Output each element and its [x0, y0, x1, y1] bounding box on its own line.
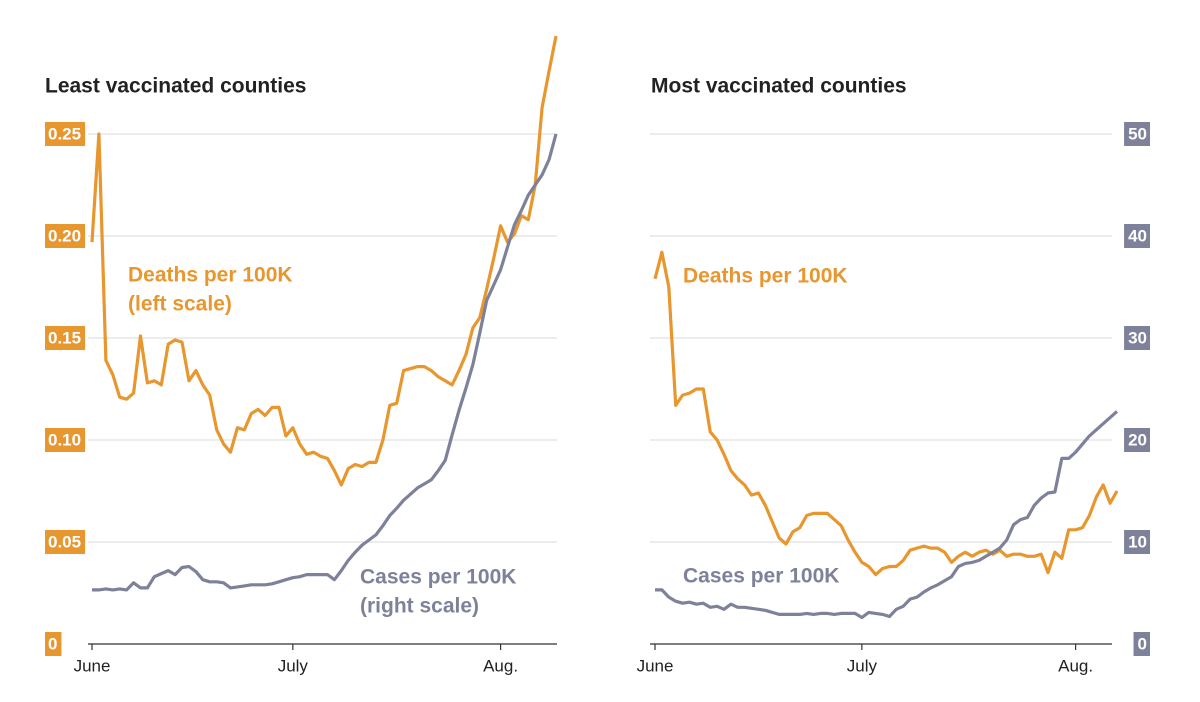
x-tick-label: June — [637, 656, 674, 675]
y-tick: 0.25 — [45, 122, 86, 146]
series-label: Cases per 100K — [683, 565, 839, 588]
series-note: (left scale) — [128, 293, 232, 316]
series-label: Cases per 100K — [360, 566, 516, 589]
y-tick-label: 0 — [1138, 634, 1147, 653]
tick-box — [45, 224, 86, 248]
tick-box — [1124, 122, 1150, 146]
series-line — [655, 410, 1119, 620]
y-tick: 40 — [1124, 224, 1150, 248]
y-tick-label: 0 — [48, 634, 57, 653]
y-tick-label: 0.20 — [48, 226, 81, 245]
y-tick-label: 20 — [1128, 430, 1147, 449]
y-tick-label: 0.05 — [48, 532, 81, 551]
x-tick-label: Aug. — [1058, 656, 1093, 675]
y-tick-label: 0.10 — [48, 430, 81, 449]
y-tick-label: 0.25 — [48, 124, 81, 143]
y-tick: 0.20 — [45, 224, 86, 248]
x-tick-label: July — [278, 656, 309, 675]
tick-box — [45, 122, 86, 146]
x-tick-label: Aug. — [483, 656, 518, 675]
y-tick: 0.05 — [45, 530, 86, 554]
panel-title: Least vaccinated counties — [45, 75, 306, 98]
tick-box — [1124, 326, 1150, 350]
tick-box — [1124, 530, 1150, 554]
tick-box — [45, 530, 86, 554]
y-tick: 0 — [1133, 632, 1150, 656]
y-tick: 50 — [1124, 122, 1150, 146]
x-tick-label: July — [847, 656, 878, 675]
y-tick: 30 — [1124, 326, 1150, 350]
tick-box — [45, 632, 62, 656]
panel-title: Most vaccinated counties — [651, 75, 907, 98]
series-label: Deaths per 100K — [128, 264, 293, 287]
y-tick-label: 30 — [1128, 328, 1147, 347]
y-tick: 20 — [1124, 428, 1150, 452]
series-line — [653, 250, 1119, 577]
series-label: Deaths per 100K — [683, 265, 848, 288]
y-tick: 0.15 — [45, 326, 86, 350]
tick-box — [45, 326, 86, 350]
y-tick-label: 10 — [1128, 532, 1147, 551]
y-tick: 10 — [1124, 530, 1150, 554]
y-tick-label: 0.15 — [48, 328, 81, 347]
tick-box — [1133, 632, 1150, 656]
tick-box — [1124, 428, 1150, 452]
series-line — [92, 133, 558, 592]
y-tick: 0.10 — [45, 428, 86, 452]
series-line — [90, 35, 558, 487]
tick-box — [45, 428, 86, 452]
x-tick-label: June — [74, 656, 111, 675]
y-tick-label: 40 — [1128, 226, 1147, 245]
series-note: (right scale) — [360, 595, 479, 618]
y-tick-label: 50 — [1128, 124, 1147, 143]
tick-box — [1124, 224, 1150, 248]
y-tick: 0 — [45, 632, 62, 656]
